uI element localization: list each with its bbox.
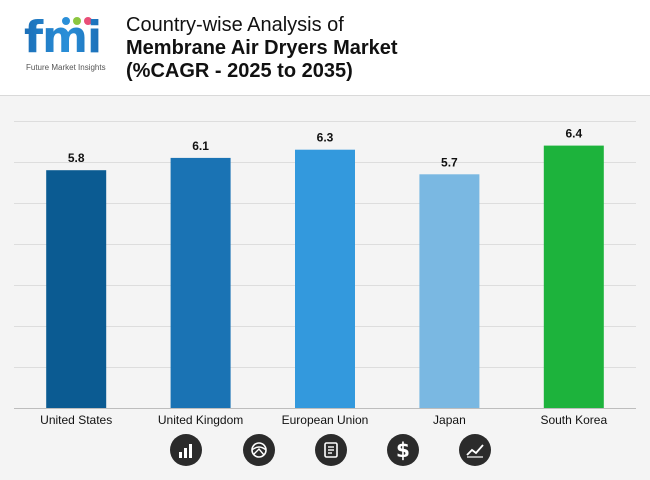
bar-united-kingdom <box>170 157 231 408</box>
header: fmi Future Market Insights Country-wise … <box>0 0 650 96</box>
x-tick-label: United Kingdom <box>158 413 243 427</box>
fmi-logo: fmi Future Market Insights <box>24 12 108 74</box>
bar-chart: 5.8 6.1 6.3 5.7 6.4 United States United King… <box>14 121 636 427</box>
footer-icons: $ <box>0 434 650 474</box>
title-line-2: Membrane Air Dryers Market <box>126 37 398 59</box>
bars <box>46 145 604 408</box>
title-line-1: Country-wise Analysis of <box>126 14 344 36</box>
logo-wordmark: fmi <box>24 12 102 63</box>
x-tick-label: United States <box>40 413 112 427</box>
value-label: 5.8 <box>68 151 85 165</box>
document-icon <box>315 434 347 466</box>
value-label: 6.3 <box>317 131 334 145</box>
logo-subtitle: Future Market Insights <box>26 63 106 72</box>
value-label: 6.1 <box>192 139 209 153</box>
value-labels: 5.8 6.1 6.3 5.7 6.4 <box>68 127 583 170</box>
line-chart-icon <box>459 434 491 466</box>
bar-chart-icon <box>170 434 202 466</box>
bar-japan <box>419 174 480 408</box>
dollar-icon: $ <box>387 434 419 466</box>
bar-united-states <box>46 170 107 408</box>
x-tick-label: South Korea <box>540 413 607 427</box>
bar-european-union <box>295 149 355 408</box>
x-tick-labels: United States United Kingdom European Unio… <box>40 413 607 427</box>
value-label: 6.4 <box>565 127 582 141</box>
title-line-3: (%CAGR - 2025 to 2035) <box>126 60 353 82</box>
logo-dots <box>62 12 95 30</box>
chart-title: Country-wise Analysis of Membrane Air Dr… <box>126 14 398 83</box>
x-tick-label: European Union <box>282 413 369 427</box>
x-tick-label: Japan <box>433 413 466 427</box>
dollar-glyph: $ <box>396 438 410 462</box>
value-label: 5.7 <box>441 155 458 169</box>
globe-icon <box>243 434 275 466</box>
bar-south-korea <box>543 145 604 408</box>
